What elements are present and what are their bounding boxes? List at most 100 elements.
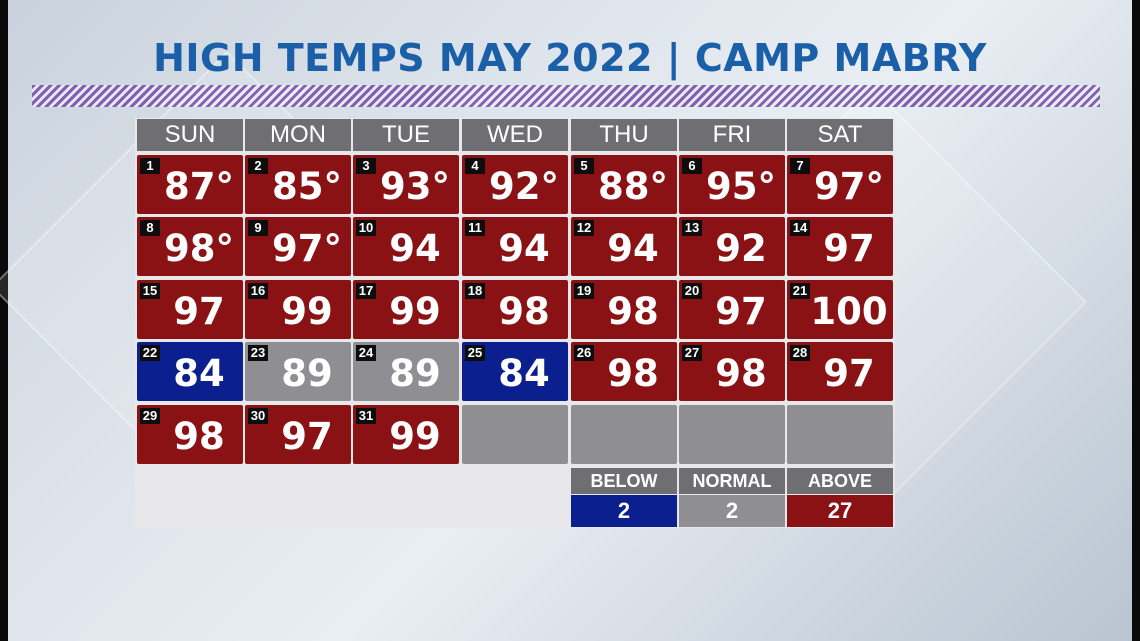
day-cell-12: 12 94 [571, 217, 677, 276]
weekday-header-mon: MON [245, 119, 351, 151]
day-number: 26 [574, 345, 594, 361]
high-temp-value: 100 [810, 290, 888, 333]
legend-count-normal: 2 [679, 495, 785, 527]
day-number: 13 [682, 220, 702, 236]
day-number: 8 [140, 220, 160, 236]
high-temp-value: 84 [173, 352, 225, 395]
day-cell-27: 27 98 [679, 342, 785, 401]
weekday-header-fri: FRI [679, 119, 785, 151]
high-temp-value: 97 [823, 227, 875, 270]
high-temp-value: 84 [498, 352, 550, 395]
legend-label-above: ABOVE [787, 468, 893, 494]
title-stripe-divider [32, 85, 1100, 107]
high-temp-value: 97 [173, 290, 225, 333]
high-temp-value: 98 [173, 415, 225, 458]
high-temp-value: 97 [823, 352, 875, 395]
high-temp-value: 97° [814, 165, 884, 208]
day-cell-4: 4 92° [462, 155, 568, 214]
day-cell-26: 26 98 [571, 342, 677, 401]
day-cell-8: 8 98° [137, 217, 243, 276]
high-temp-value: 89 [281, 352, 333, 395]
high-temp-value: 98° [164, 227, 234, 270]
day-cell-16: 16 99 [245, 280, 351, 339]
empty-day-cell [571, 405, 677, 464]
day-number: 12 [574, 220, 594, 236]
high-temp-value: 97 [715, 290, 767, 333]
day-cell-7: 7 97° [787, 155, 893, 214]
day-cell-24: 24 89 [353, 342, 459, 401]
high-temp-value: 94 [498, 227, 550, 270]
right-frame-border [1132, 0, 1140, 641]
high-temp-value: 89 [389, 352, 441, 395]
day-number: 19 [574, 283, 594, 299]
high-temp-value: 98 [607, 290, 659, 333]
day-cell-9: 9 97° [245, 217, 351, 276]
day-cell-5: 5 88° [571, 155, 677, 214]
day-number: 21 [790, 283, 810, 299]
high-temp-value: 94 [607, 227, 659, 270]
day-number: 27 [682, 345, 702, 361]
day-cell-30: 30 97 [245, 405, 351, 464]
day-number: 7 [790, 158, 810, 174]
high-temp-value: 97° [272, 227, 342, 270]
day-number: 23 [248, 345, 268, 361]
day-cell-20: 20 97 [679, 280, 785, 339]
day-number: 14 [790, 220, 810, 236]
day-number: 17 [356, 283, 376, 299]
high-temp-value: 99 [389, 415, 441, 458]
high-temp-value: 88° [598, 165, 668, 208]
day-cell-1: 1 87° [137, 155, 243, 214]
high-temp-value: 92° [489, 165, 559, 208]
day-cell-6: 6 95° [679, 155, 785, 214]
high-temp-value: 95° [706, 165, 776, 208]
high-temp-value: 99 [389, 290, 441, 333]
empty-day-cell [679, 405, 785, 464]
day-cell-29: 29 98 [137, 405, 243, 464]
day-number: 1 [140, 158, 160, 174]
high-temp-value: 87° [164, 165, 234, 208]
day-cell-21: 21 100 [787, 280, 893, 339]
legend-label-normal: NORMAL [679, 468, 785, 494]
day-number: 6 [682, 158, 702, 174]
high-temp-value: 98 [607, 352, 659, 395]
day-cell-25: 25 84 [462, 342, 568, 401]
day-number: 18 [465, 283, 485, 299]
day-number: 24 [356, 345, 376, 361]
day-cell-31: 31 99 [353, 405, 459, 464]
day-cell-11: 11 94 [462, 217, 568, 276]
legend-label-below: BELOW [571, 468, 677, 494]
empty-day-cell [787, 405, 893, 464]
day-number: 5 [574, 158, 594, 174]
day-number: 3 [356, 158, 376, 174]
weekday-header-sat: SAT [787, 119, 893, 151]
day-cell-2: 2 85° [245, 155, 351, 214]
high-temp-value: 99 [281, 290, 333, 333]
day-number: 15 [140, 283, 160, 299]
day-cell-15: 15 97 [137, 280, 243, 339]
day-number: 30 [248, 408, 268, 424]
day-number: 22 [140, 345, 160, 361]
legend-count-above: 27 [787, 495, 893, 527]
day-cell-28: 28 97 [787, 342, 893, 401]
empty-day-cell [462, 405, 568, 464]
weekday-header-thu: THU [571, 119, 677, 151]
day-cell-18: 18 98 [462, 280, 568, 339]
day-number: 28 [790, 345, 810, 361]
day-number: 20 [682, 283, 702, 299]
day-cell-10: 10 94 [353, 217, 459, 276]
day-cell-22: 22 84 [137, 342, 243, 401]
high-temp-value: 85° [272, 165, 342, 208]
left-frame-border [0, 0, 8, 641]
day-cell-23: 23 89 [245, 342, 351, 401]
day-cell-13: 13 92 [679, 217, 785, 276]
day-number: 25 [465, 345, 485, 361]
high-temp-value: 97 [281, 415, 333, 458]
day-number: 16 [248, 283, 268, 299]
weekday-header-tue: TUE [353, 119, 459, 151]
day-cell-19: 19 98 [571, 280, 677, 339]
weekday-header-sun: SUN [137, 119, 243, 151]
high-temp-value: 93° [380, 165, 450, 208]
weekday-header-wed: WED [462, 119, 568, 151]
day-number: 2 [248, 158, 268, 174]
day-cell-14: 14 97 [787, 217, 893, 276]
